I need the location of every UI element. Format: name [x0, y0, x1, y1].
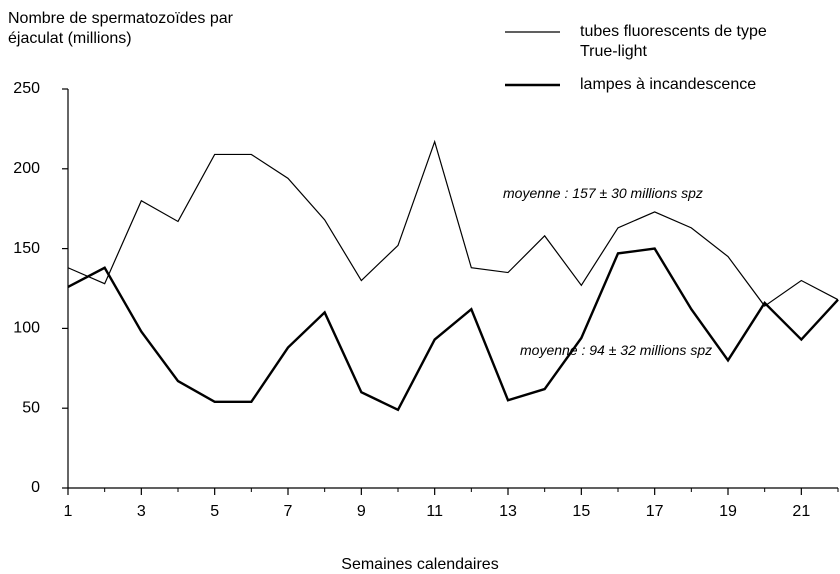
y-tick-label: 0 [31, 479, 40, 496]
x-tick-label: 1 [64, 503, 73, 520]
x-tick-label: 19 [719, 503, 737, 520]
x-tick-label: 17 [646, 503, 664, 520]
legend-label: lampes à incandescence [580, 76, 757, 93]
x-tick-label: 3 [137, 503, 146, 520]
y-tick-label: 200 [13, 160, 40, 177]
legend-label: tubes fluorescents de type True-light [580, 23, 767, 60]
x-tick-label: 7 [284, 503, 293, 520]
line [67, 247, 839, 412]
x-axis-title: Semaines calendaires [341, 556, 499, 573]
x-tick-label: 5 [210, 503, 219, 520]
x-tick-label: 9 [357, 503, 366, 520]
y-tick-label: 250 [13, 80, 40, 97]
y-tick-label: 50 [22, 399, 40, 416]
x-tick-label: 21 [792, 503, 810, 520]
line [67, 139, 839, 307]
y-tick-label: 150 [13, 240, 40, 257]
annotation: moyenne : 157 ± 30 millions spz [503, 185, 703, 201]
x-tick-label: 13 [499, 503, 517, 520]
annotation: moyenne : 94 ± 32 millions spz [520, 342, 713, 358]
x-tick-label: 11 [426, 503, 443, 520]
y-tick-label: 100 [13, 320, 40, 337]
x-tick-label: 15 [572, 503, 590, 520]
y-axis-title: Nombre de spermatozoïdes par éjaculat (m… [8, 10, 233, 47]
